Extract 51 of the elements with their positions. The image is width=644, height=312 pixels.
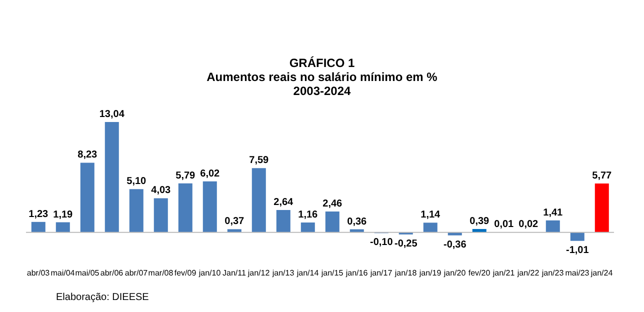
x-tick-label: jan/14 — [296, 268, 320, 278]
data-label: 4,03 — [151, 185, 172, 196]
x-tick-label: jan/21 — [492, 268, 516, 278]
data-label: 0,02 — [518, 219, 539, 230]
x-tick-label: jan/13 — [271, 268, 295, 278]
data-label: -0,25 — [394, 238, 418, 250]
x-tick-label: jan/23 — [540, 268, 564, 278]
data-label: 0,36 — [347, 216, 368, 228]
text: Elaboração: DIEESE — [56, 292, 149, 303]
x-tick-label: abr/07 — [124, 268, 148, 278]
data-label: 5,77 — [592, 170, 612, 182]
data-label: 1,16 — [298, 210, 318, 221]
data-label: 1,41 — [543, 207, 564, 218]
x-tick-label: jan/15 — [320, 268, 344, 278]
x-tick-label: jan/16 — [344, 268, 368, 278]
x-tick-label: jan/24 — [590, 268, 614, 278]
data-label: 5,79 — [176, 170, 196, 182]
data-label: 7,59 — [249, 155, 270, 166]
x-tick-label: jan/12 — [246, 268, 270, 278]
data-label: 2,46 — [322, 198, 343, 210]
x-tick-label: jan/19 — [418, 268, 442, 278]
chart-subtitle: Aumentos reais no salário mínimo em % 2003-2024 — [206, 70, 438, 98]
x-tick-label: mai/23 — [565, 268, 590, 278]
x-tick-label: jan/22 — [516, 268, 540, 278]
x-tick-label: jan/18 — [394, 268, 418, 278]
x-tick-label: abr/03 — [26, 268, 50, 278]
x-tick-label: fev/09 — [174, 268, 197, 278]
data-label: 0,37 — [224, 216, 245, 228]
x-tick-label: fev/20 — [468, 268, 491, 278]
x-tick-label: jan/17 — [369, 268, 393, 278]
data-label: 0,39 — [470, 216, 490, 228]
data-label: 6,02 — [200, 168, 220, 180]
x-tick-label: Jan/11 — [222, 268, 247, 278]
x-tick-label: mar/08 — [148, 268, 174, 278]
data-label: 8,23 — [78, 150, 98, 161]
x-tick-label: mai/05 — [75, 268, 100, 278]
data-label: 1,14 — [420, 210, 441, 221]
data-label: 2,64 — [274, 196, 294, 208]
data-label: 1,23 — [28, 208, 49, 220]
x-tick-label: jan/20 — [442, 268, 466, 278]
x-tick-label: abr/06 — [100, 268, 124, 278]
x-tick-label: mai/04 — [50, 268, 76, 278]
data-label: -0,10 — [370, 237, 394, 248]
data-label: -0,36 — [443, 239, 467, 250]
data-label: 5,10 — [126, 176, 147, 188]
data-label: 13,04 — [99, 109, 125, 120]
chart-title: GRÁFICO 1 — [288, 56, 356, 70]
x-tick-label: jan/10 — [198, 268, 222, 278]
data-label: -1,01 — [566, 244, 590, 256]
data-label: 1,19 — [53, 209, 74, 220]
data-label: 0,01 — [494, 219, 514, 230]
